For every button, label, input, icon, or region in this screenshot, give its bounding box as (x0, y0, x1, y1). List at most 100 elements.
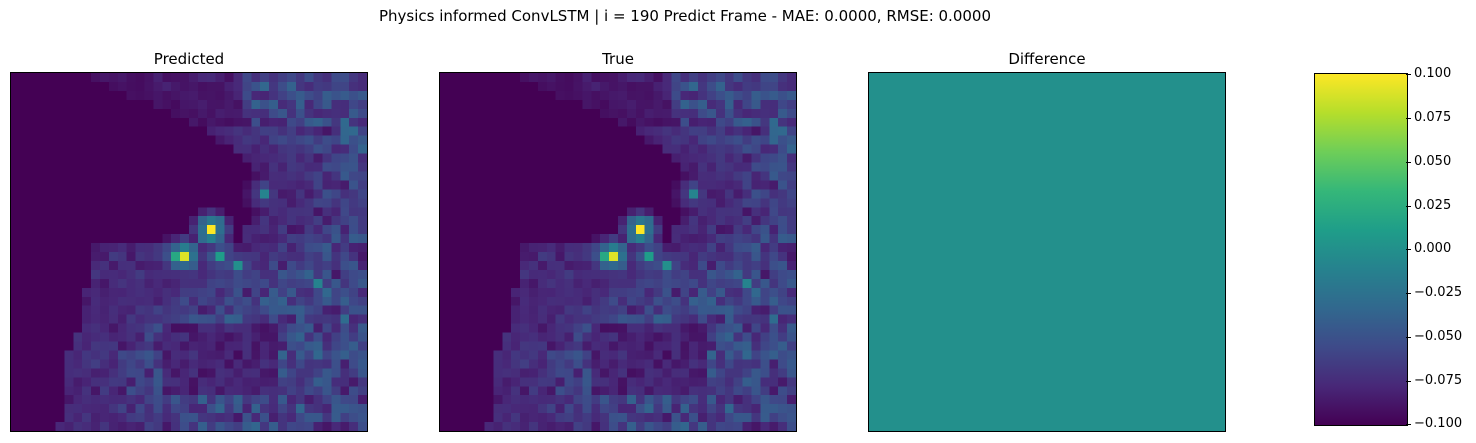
heatmap-cell (502, 341, 512, 351)
heatmap-cell (600, 269, 610, 280)
heatmap-cell (600, 144, 610, 154)
heatmap-cell (609, 341, 619, 351)
heatmap-cell (278, 171, 288, 181)
heatmap-cell (304, 395, 314, 405)
heatmap-cell (64, 207, 74, 217)
heatmap-cell (313, 90, 323, 101)
heatmap-cell (340, 225, 350, 235)
heatmap-cell (260, 359, 270, 369)
heatmap-cell (680, 225, 690, 235)
heatmap-cell (260, 260, 270, 271)
heatmap-cell (662, 162, 672, 172)
heatmap-cell (82, 252, 92, 262)
heatmap-cell (153, 189, 163, 199)
heatmap-cell (689, 422, 699, 431)
heatmap-cell (787, 198, 796, 208)
heatmap-cell (546, 117, 556, 127)
heatmap-cell (698, 314, 708, 324)
heatmap-cell (537, 404, 547, 414)
heatmap-cell (286, 413, 296, 423)
heatmap-cell (28, 368, 38, 378)
heatmap-cell (260, 207, 270, 217)
heatmap-cell (197, 144, 207, 154)
heatmap-cell (787, 269, 796, 280)
heatmap-cell (626, 305, 636, 315)
heatmap-cell (11, 296, 21, 306)
heatmap-cell (751, 180, 761, 190)
heatmap-cell (117, 395, 127, 405)
heatmap-cell (707, 386, 717, 396)
heatmap-cell (644, 413, 654, 423)
heatmap-cell (224, 81, 234, 92)
heatmap-cell (742, 332, 752, 342)
heatmap-cell (64, 162, 74, 172)
heatmap-cell (331, 243, 341, 253)
heatmap-cell (242, 252, 252, 262)
heatmap-cell (591, 377, 601, 387)
heatmap-cell (493, 359, 503, 369)
heatmap-cell (671, 99, 681, 109)
heatmap-cell (349, 341, 359, 351)
heatmap-cell (440, 413, 450, 423)
heatmap-cell (313, 153, 323, 163)
heatmap-cell (46, 323, 56, 333)
heatmap-cell (724, 413, 734, 423)
heatmap-cell (233, 305, 243, 315)
heatmap-cell (171, 126, 181, 136)
heatmap-cell (457, 90, 467, 101)
heatmap-cell (448, 126, 458, 136)
heatmap-cell (304, 90, 314, 101)
heatmap-cell (331, 153, 341, 163)
heatmap-cell (546, 386, 556, 396)
heatmap-cell (609, 305, 619, 315)
heatmap-cell (117, 90, 127, 101)
heatmap-cell (46, 395, 56, 405)
heatmap-cell (787, 287, 796, 297)
heatmap-cell (340, 189, 350, 199)
heatmap-cell (698, 189, 708, 199)
heatmap-cell (349, 99, 359, 109)
heatmap-cell (162, 171, 172, 181)
heatmap-cell (197, 296, 207, 306)
heatmap-cell (126, 81, 136, 92)
heatmap-cell (448, 99, 458, 109)
heatmap-cell (55, 395, 65, 405)
heatmap-cell (653, 377, 663, 387)
heatmap-cell (475, 144, 485, 154)
heatmap-cell (55, 81, 65, 92)
heatmap-cell (144, 99, 154, 109)
heatmap-cell (215, 144, 225, 154)
heatmap-cell (698, 180, 708, 190)
heatmap-cell (618, 314, 628, 324)
predicted-heatmap-panel (10, 72, 368, 432)
heatmap-cell (117, 171, 127, 181)
heatmap-cell (322, 377, 332, 387)
heatmap-cell (600, 153, 610, 163)
heatmap-cell (100, 225, 110, 235)
heatmap-cell (546, 171, 556, 181)
heatmap-cell (304, 359, 314, 369)
heatmap-cell (251, 225, 261, 235)
heatmap-cell (73, 126, 83, 136)
heatmap-cell (573, 287, 583, 297)
heatmap-cell (278, 73, 288, 83)
heatmap-cell (19, 341, 29, 351)
heatmap-cell (11, 269, 21, 280)
heatmap-cell (742, 144, 752, 154)
heatmap-cell (189, 395, 199, 405)
heatmap-cell (19, 90, 29, 101)
heatmap-cell (555, 90, 565, 101)
heatmap-cell (295, 305, 305, 315)
heatmap-cell (197, 171, 207, 181)
heatmap-cell (582, 260, 592, 271)
heatmap-cell (46, 296, 56, 306)
heatmap-cell (546, 225, 556, 235)
heatmap-cell (537, 171, 547, 181)
heatmap-cell (162, 305, 172, 315)
heatmap-cell (778, 234, 788, 244)
heatmap-cell (742, 171, 752, 181)
heatmap-cell (475, 153, 485, 163)
heatmap-cell (635, 153, 645, 163)
heatmap-cell (19, 386, 29, 396)
heatmap-cell (529, 323, 539, 333)
